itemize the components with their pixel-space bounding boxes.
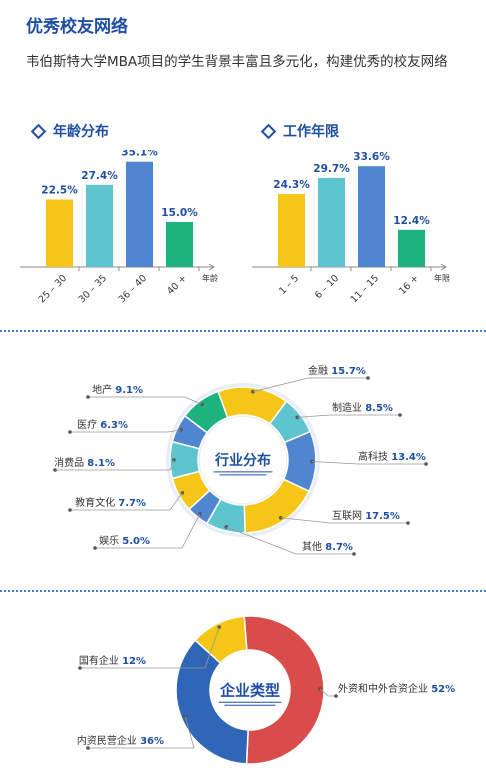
industry-leader-line-0 xyxy=(252,377,368,393)
age-value-label-1: 27.4% xyxy=(81,170,118,182)
company-leader-dot-1 xyxy=(183,715,188,719)
company-slice-1 xyxy=(175,639,249,765)
industry-leader-line-6 xyxy=(70,492,183,511)
industry-slice-label-1: 制造业 8.5% xyxy=(332,401,393,414)
work-value-label-1: 29.7% xyxy=(313,163,350,175)
industry-leader-end-2 xyxy=(424,462,428,466)
industry-leader-end-7 xyxy=(53,468,57,472)
industry-leader-dot-4 xyxy=(224,525,229,529)
industry-leader-line-4 xyxy=(226,526,354,555)
industry-leader-line-1 xyxy=(297,414,400,418)
industry-leader-end-8 xyxy=(68,430,72,434)
work-section-heading: 工作年限 xyxy=(260,121,339,141)
industry-leader-end-5 xyxy=(93,546,97,550)
industry-slice-label-7: 消费品 8.1% xyxy=(54,456,115,469)
industry-donut-chart: 金融 15.7% 制造业 8.5% 高科技 13.4% 互联网 17.5% 其他 8.7… xyxy=(53,364,428,556)
company-center xyxy=(212,652,288,728)
company-leader-end-1 xyxy=(86,746,90,750)
industry-leader-end-9 xyxy=(86,395,90,399)
industry-leader-dot-9 xyxy=(200,402,204,407)
axis-arrow-icon xyxy=(440,263,447,271)
industry-leader-line-5 xyxy=(95,513,201,549)
diamond-icon xyxy=(30,123,47,139)
age-section-heading: 年龄分布 xyxy=(30,121,109,141)
work-bar-0 xyxy=(278,194,305,267)
work-years-bar-chart: 24.3% 1 – 5 29.7% 6 – 10 33.6% 11 – 15 12.4% 16… xyxy=(252,151,450,306)
industry-leader-dot-7 xyxy=(172,458,176,462)
age-value-label-3: 15.0% xyxy=(161,207,198,219)
age-bar-chart: 22.5% 25 – 30 27.4% 30 – 35 35.1% 36 – 40 15.0… xyxy=(20,150,218,306)
age-bar-1 xyxy=(86,184,113,267)
age-bar-3 xyxy=(166,222,193,267)
industry-leader-line-3 xyxy=(280,517,408,524)
industry-leader-end-1 xyxy=(398,413,402,417)
company-leader-line-1 xyxy=(88,716,195,749)
age-bar-2 xyxy=(126,161,153,267)
industry-slice-9 xyxy=(183,390,229,434)
company-leader-end-2 xyxy=(78,666,82,670)
age-category-label-2: 36 – 40 xyxy=(117,273,150,306)
company-slice-label-2: 国有企业 12% xyxy=(79,654,146,667)
industry-slice-label-2: 高科技 13.4% xyxy=(358,450,426,463)
company-leader-line-0 xyxy=(319,688,336,697)
company-leader-line-2 xyxy=(80,627,220,669)
work-bar-2 xyxy=(358,166,385,267)
industry-slice-label-4: 其他 8.7% xyxy=(302,540,353,553)
industry-slice-label-8: 医疗 6.3% xyxy=(77,418,128,431)
work-category-label-1: 6 – 10 xyxy=(313,273,341,301)
age-category-label-3: 40 + xyxy=(165,273,189,297)
work-value-label-2: 33.6% xyxy=(353,151,390,163)
work-bar-1 xyxy=(318,177,345,267)
age-bar-0 xyxy=(46,199,73,267)
work-category-label-0: 1 – 5 xyxy=(277,273,301,297)
work-bar-3 xyxy=(398,229,425,267)
diamond-icon xyxy=(260,123,277,139)
work-x-axis-title: 年限 xyxy=(434,273,450,283)
section-divider xyxy=(0,590,486,592)
industry-leader-line-7 xyxy=(55,459,175,471)
company-slice-label-0: 外资和中外合资企业 52% xyxy=(338,682,455,695)
industry-leader-line-9 xyxy=(88,396,203,405)
company-leader-end-0 xyxy=(334,694,338,698)
work-value-label-3: 12.4% xyxy=(393,215,430,227)
industry-center xyxy=(200,417,286,503)
axis-arrow-icon xyxy=(208,263,215,271)
industry-slice-label-5: 娱乐 5.0% xyxy=(99,534,150,547)
industry-leader-end-6 xyxy=(68,508,72,512)
company-type-donut-chart: 外资和中外合资企业 52% 内资民营企业 36% 国有企业 12% 企业类型 xyxy=(77,615,455,765)
work-chart-title: 工作年限 xyxy=(283,124,339,140)
industry-leader-line-8 xyxy=(70,429,181,433)
age-chart-title: 年龄分布 xyxy=(53,124,109,140)
industry-leader-dot-8 xyxy=(179,428,183,432)
industry-leader-end-4 xyxy=(352,552,356,556)
industry-leader-end-0 xyxy=(366,376,370,380)
age-value-label-0: 22.5% xyxy=(41,185,78,197)
company-slice-label-1: 内资民营企业 36% xyxy=(77,734,164,747)
age-category-label-0: 25 – 30 xyxy=(37,273,70,306)
industry-slice-label-0: 金融 15.7% xyxy=(308,364,366,377)
company-slice-0 xyxy=(243,615,325,765)
intro-text: 韦伯斯特大学MBA项目的学生背景丰富且多元化，构建优秀的校友网络 xyxy=(26,54,448,70)
company-chart-title: 企业类型 xyxy=(219,681,280,699)
industry-slice-label-6: 教育文化 7.7% xyxy=(75,496,146,509)
work-category-label-3: 16 + xyxy=(397,273,421,297)
industry-slice-label-3: 互联网 17.5% xyxy=(332,510,400,522)
work-value-label-0: 24.3% xyxy=(273,179,310,191)
section-divider xyxy=(0,330,486,332)
page-title: 优秀校友网络 xyxy=(26,17,128,37)
industry-leader-end-3 xyxy=(406,521,410,525)
industry-leader-line-2 xyxy=(311,461,426,465)
age-category-label-1: 30 – 35 xyxy=(77,273,110,306)
age-x-axis-title: 年龄 xyxy=(202,273,218,283)
work-category-label-2: 11 – 15 xyxy=(349,273,382,306)
industry-chart-title: 行业分布 xyxy=(214,452,271,469)
age-value-label-2: 35.1% xyxy=(121,150,158,159)
company-slice-2 xyxy=(194,615,248,665)
industry-slice-label-9: 地产 9.1% xyxy=(92,383,143,396)
